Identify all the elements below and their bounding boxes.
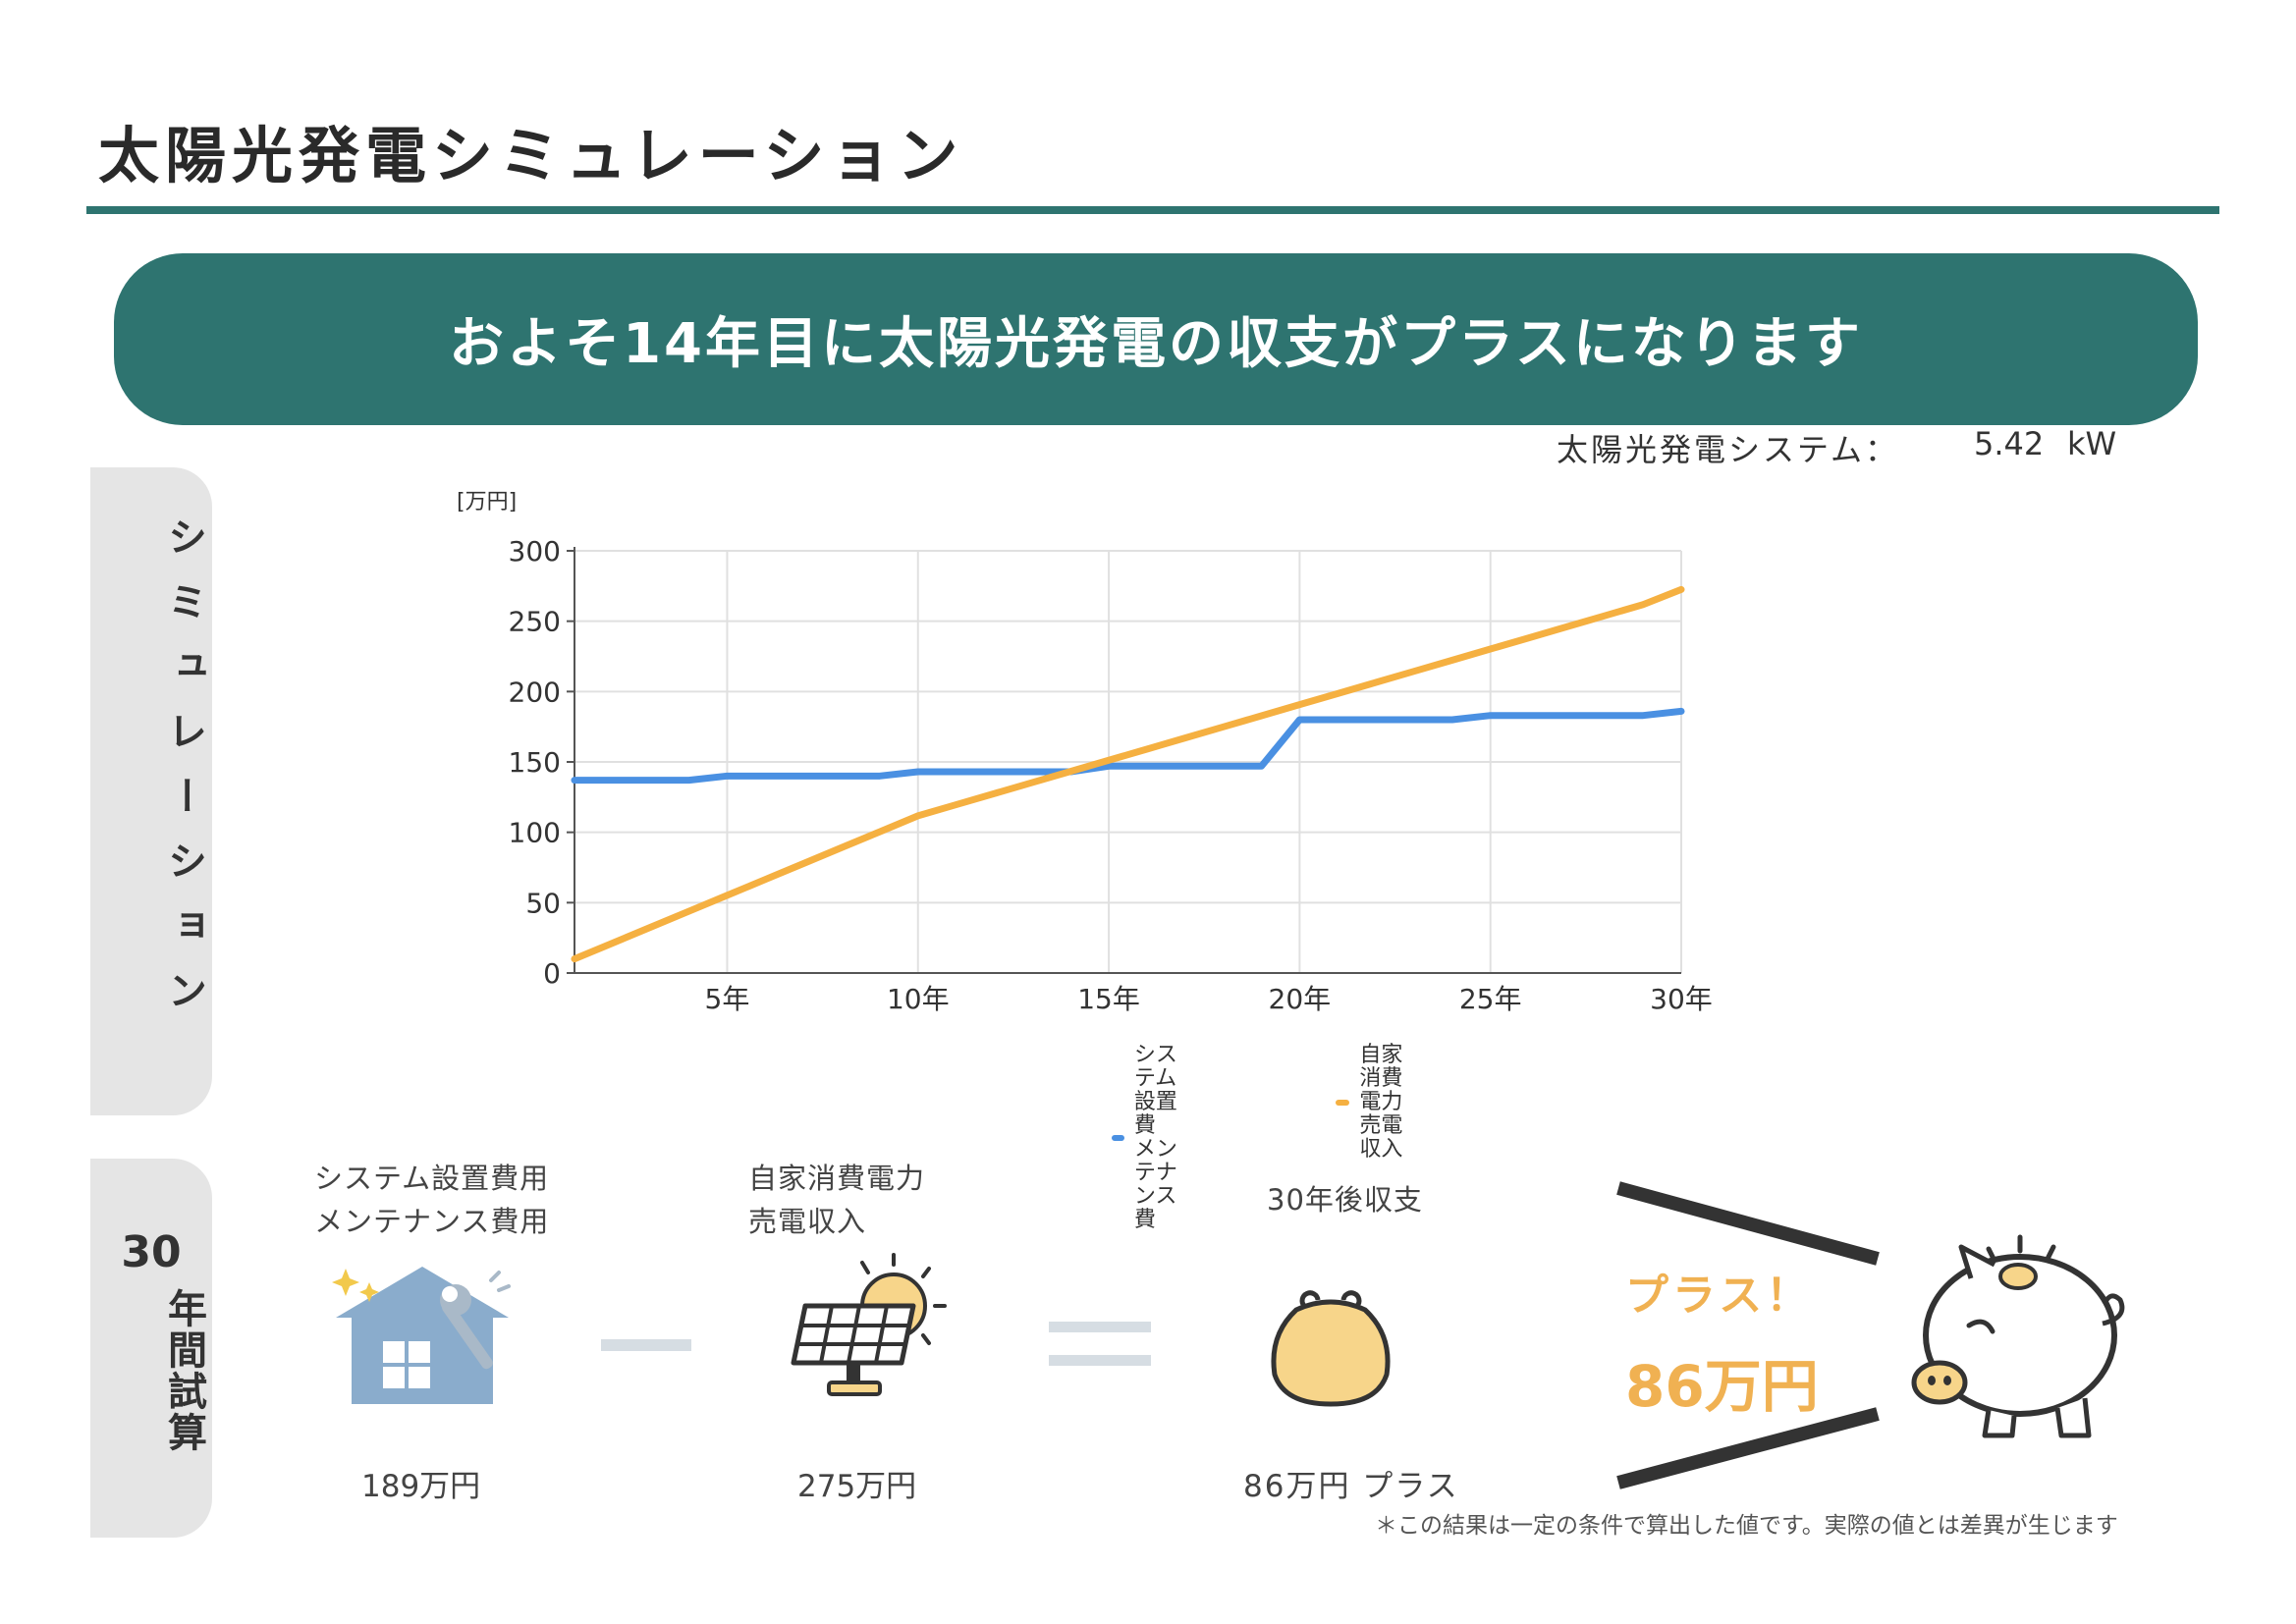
thirty-year-calc-tab: 30 年間試算 <box>90 1159 212 1538</box>
system-capacity: 太陽光発電システム： 5.42 kW <box>1557 425 2116 470</box>
income-label: 自家消費電力 売電収入 <box>748 1157 925 1243</box>
legend-label-cost-2: メンテナンス費 <box>1133 1137 1177 1232</box>
house-wrench-icon <box>332 1267 511 1404</box>
x-tick-labels: 5年 10年 15年 20年 25年 30年 <box>705 983 1713 1015</box>
legend-item-income: 自家消費電力 売電収入 <box>1336 1044 1406 1162</box>
y-tick-label: 200 <box>509 676 561 708</box>
y-tick-label: 100 <box>509 817 561 849</box>
legend-label-cost-1: システム設置費 <box>1133 1043 1177 1138</box>
page-title: 太陽光発電シミュレーション <box>98 120 964 191</box>
simulation-tab-label: シミュレーション <box>161 516 206 1035</box>
equals-sign-top <box>1049 1322 1151 1332</box>
x-tick-label: 15年 <box>1077 983 1140 1015</box>
legend-swatch-cost <box>1112 1135 1124 1141</box>
banner-text: およそ14年目に太陽光発電の収支がプラスになります <box>449 312 1863 376</box>
legend-label-income-2: 売電収入 <box>1359 1113 1403 1162</box>
chart-series <box>571 585 1685 963</box>
income-label-line2: 売電収入 <box>748 1205 867 1238</box>
cost-series-line <box>571 707 1685 785</box>
legend-label-income-1: 自家消費電力 <box>1359 1043 1403 1114</box>
accent-lines <box>1616 1181 1880 1489</box>
income-label-line1: 自家消費電力 <box>748 1162 926 1195</box>
cost-amount: 189万円 <box>361 1469 481 1504</box>
x-tick-label: 5年 <box>705 983 750 1015</box>
y-tick-label: 150 <box>509 746 561 779</box>
system-unit: kW <box>2067 425 2117 462</box>
y-unit-label: [万円] <box>457 490 517 514</box>
balance-amount: 86万円 プラス <box>1243 1469 1459 1504</box>
legend-swatch-income <box>1336 1100 1350 1106</box>
plus-amount: 86万円 <box>1625 1353 1819 1420</box>
cost-label-line1: システム設置費用 <box>314 1162 550 1195</box>
income-series-line <box>571 585 1685 963</box>
solar-panel-sun-icon <box>791 1253 947 1396</box>
x-tick-label: 25年 <box>1459 983 1522 1015</box>
calc-tab-label: 年間試算 <box>161 1288 206 1453</box>
y-tick-label: 0 <box>543 957 561 990</box>
system-value: 5.42 <box>1974 425 2045 462</box>
chart-axes <box>567 547 1681 974</box>
income-amount: 275万円 <box>797 1469 917 1504</box>
summary-banner: およそ14年目に太陽光発電の収支がプラスになります <box>114 253 2198 425</box>
title-divider <box>86 206 2219 214</box>
x-tick-label: 20年 <box>1269 983 1332 1015</box>
coin-purse-icon <box>1271 1290 1391 1407</box>
cost-label: システム設置費用 メンテナンス費用 <box>314 1157 549 1243</box>
equals-sign-bottom <box>1049 1355 1151 1366</box>
chart-grid <box>574 550 1682 974</box>
x-tick-label: 30年 <box>1650 983 1713 1015</box>
simulation-tab: シミュレーション <box>90 467 212 1115</box>
plus-label: プラス！ <box>1625 1271 1814 1321</box>
x-tick-label: 10年 <box>887 983 950 1015</box>
minus-sign <box>601 1339 691 1351</box>
legend-item-cost: システム設置費 メンテナンス費 <box>1112 1044 1182 1232</box>
y-tick-label: 300 <box>509 535 561 568</box>
footnote: ＊この結果は一定の条件で算出した値です。実際の値とは差異が生じます <box>1375 1513 2118 1539</box>
y-tick-labels: 0 50 100 150 200 250 300 <box>509 535 561 990</box>
balance-label: 30年後収支 <box>1267 1183 1423 1217</box>
y-tick-label: 50 <box>525 887 561 919</box>
system-label: 太陽光発電システム： <box>1557 431 1900 468</box>
cost-label-line2: メンテナンス費用 <box>314 1205 550 1238</box>
piggy-bank-icon <box>1911 1234 2125 1438</box>
calc-tab-number: 30 <box>121 1227 182 1277</box>
y-tick-label: 250 <box>509 606 561 638</box>
